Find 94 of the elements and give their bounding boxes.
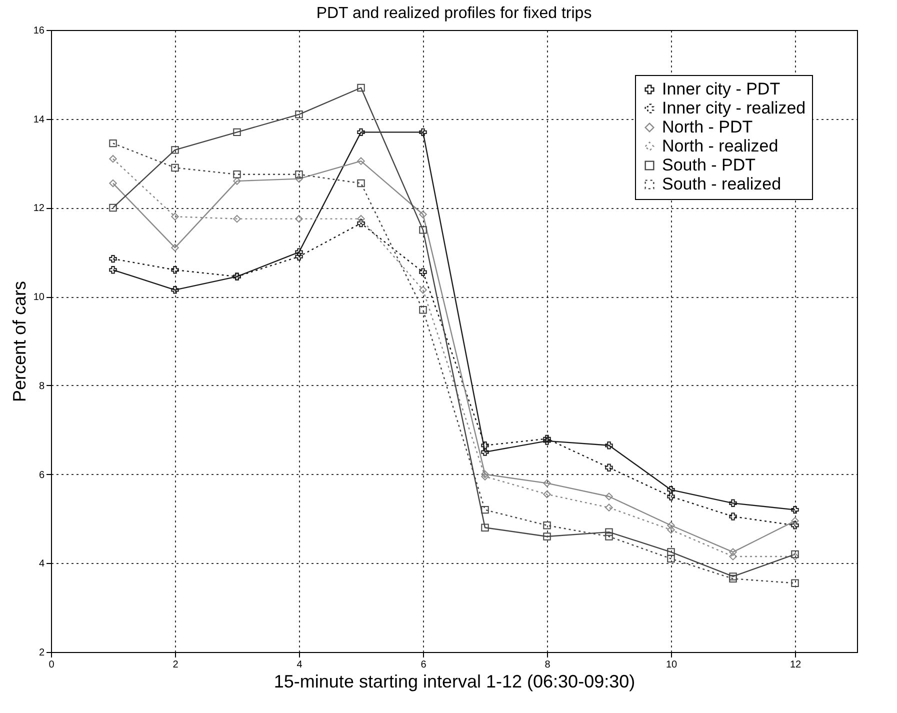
point — [791, 506, 799, 514]
point — [109, 139, 117, 148]
point — [605, 442, 613, 450]
point — [295, 252, 303, 260]
y-tick-label: 12 — [33, 203, 45, 214]
point — [171, 212, 179, 220]
point — [357, 179, 365, 188]
point — [419, 306, 427, 314]
point — [357, 157, 365, 165]
point — [109, 266, 117, 274]
point — [667, 554, 675, 563]
legend-label: North - realized — [662, 136, 778, 156]
point — [295, 214, 303, 223]
point — [295, 174, 303, 183]
point — [791, 550, 799, 558]
legend-label: Inner city - realized — [662, 98, 806, 118]
point — [171, 266, 179, 274]
y-tick-label: 10 — [33, 292, 45, 304]
point — [295, 110, 303, 118]
point — [543, 479, 551, 488]
point — [233, 177, 241, 185]
point — [729, 574, 737, 583]
x-tick-label: 12 — [790, 660, 802, 670]
point — [543, 434, 551, 443]
point — [233, 128, 241, 136]
point — [729, 572, 737, 580]
point — [171, 244, 179, 252]
point — [481, 470, 489, 478]
point — [109, 154, 117, 163]
y-axis-title: Percent of cars — [9, 280, 30, 402]
point — [605, 464, 613, 472]
y-tick-label: 16 — [33, 26, 45, 36]
x-tick-label: 4 — [296, 660, 303, 670]
point — [419, 128, 427, 136]
point — [171, 286, 179, 294]
chart-title: PDT and realized profiles for fixed trips — [316, 5, 592, 22]
point — [481, 506, 489, 514]
point — [543, 532, 551, 540]
point — [667, 548, 675, 556]
point — [543, 437, 551, 445]
x-tick-label: 6 — [420, 660, 427, 670]
point — [419, 286, 427, 294]
x-tick-label: 2 — [172, 660, 179, 670]
legend-label: South - realized — [662, 174, 782, 194]
y-tick-label: 6 — [38, 470, 45, 481]
point — [233, 170, 241, 178]
point — [109, 204, 117, 212]
y-tick-label: 14 — [33, 114, 45, 126]
point — [109, 179, 117, 188]
x-tick-label: 8 — [544, 660, 551, 670]
point — [667, 522, 675, 530]
point — [109, 254, 117, 263]
point — [729, 548, 737, 556]
point — [481, 524, 489, 532]
point — [481, 472, 489, 480]
point — [357, 84, 365, 92]
point — [729, 499, 737, 508]
point — [357, 214, 365, 223]
point — [791, 579, 799, 587]
point — [357, 219, 365, 228]
legend-label: South - PDT — [662, 156, 756, 174]
point — [791, 522, 799, 530]
point — [419, 268, 427, 276]
x-tick-label: 0 — [48, 660, 55, 670]
point — [419, 226, 427, 234]
point — [605, 492, 613, 500]
legend-label: North - PDT — [662, 118, 753, 136]
point — [295, 170, 303, 178]
y-tick-label: 4 — [38, 558, 45, 570]
point — [295, 248, 303, 256]
point — [667, 492, 675, 500]
x-axis-title: 15-minute starting interval 1-12 (06:30-09:30) — [274, 672, 636, 692]
y-tick-label: 8 — [38, 380, 45, 392]
point — [357, 128, 365, 136]
point — [233, 214, 241, 223]
point — [481, 442, 489, 450]
point — [729, 552, 737, 560]
point — [543, 490, 551, 498]
point — [171, 146, 179, 154]
point — [605, 504, 613, 512]
point — [791, 552, 799, 560]
point — [791, 517, 799, 525]
legend-label: Inner city - PDT — [662, 80, 780, 98]
point — [605, 528, 613, 536]
point — [667, 526, 675, 534]
point — [729, 512, 737, 520]
y-tick-label: 2 — [38, 648, 45, 658]
point — [481, 448, 489, 456]
point — [667, 486, 675, 494]
point — [605, 532, 613, 540]
point — [419, 210, 427, 218]
point — [171, 164, 179, 172]
x-tick-label: 10 — [666, 660, 678, 670]
point — [543, 522, 551, 530]
